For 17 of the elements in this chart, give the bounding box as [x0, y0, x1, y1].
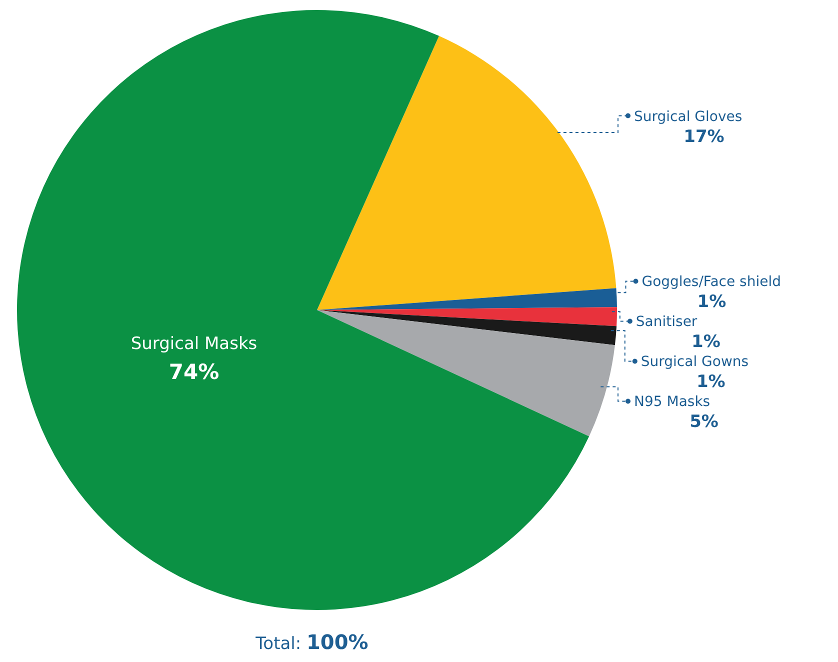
- pie-slice: [317, 36, 616, 310]
- slice-label: Surgical Gowns: [640, 354, 749, 370]
- pie-slice: [317, 310, 615, 436]
- slice-label: Surgical Gloves: [634, 108, 742, 125]
- data-label: 5%: [690, 412, 718, 432]
- data-label: 74%: [168, 360, 220, 384]
- data-label: 1%: [696, 372, 726, 392]
- text: Total: 100%: [256, 630, 368, 654]
- slice-label: N95 Masks: [634, 394, 710, 410]
- slice-label: Sanitiser: [636, 314, 698, 330]
- data-label: 1%: [691, 332, 720, 352]
- pie-slice: [17, 10, 590, 610]
- data-label: 1%: [697, 292, 726, 312]
- pie-slice: [317, 310, 617, 346]
- legend-label: Goggles/Face shield: [642, 274, 782, 290]
- data-label: 17%: [684, 126, 724, 147]
- slice-label: Surgical Masks: [130, 334, 258, 354]
